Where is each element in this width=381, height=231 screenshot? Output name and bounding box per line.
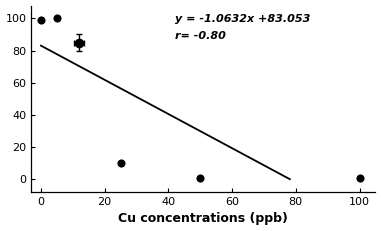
Point bbox=[197, 176, 203, 179]
Point bbox=[357, 176, 363, 179]
Point bbox=[38, 18, 44, 22]
Point bbox=[118, 161, 124, 165]
Point bbox=[54, 17, 60, 20]
X-axis label: Cu concentrations (ppb): Cu concentrations (ppb) bbox=[118, 213, 288, 225]
Text: y = -1.0632x +83.053: y = -1.0632x +83.053 bbox=[175, 14, 310, 24]
Text: r= -0.80: r= -0.80 bbox=[175, 31, 226, 41]
